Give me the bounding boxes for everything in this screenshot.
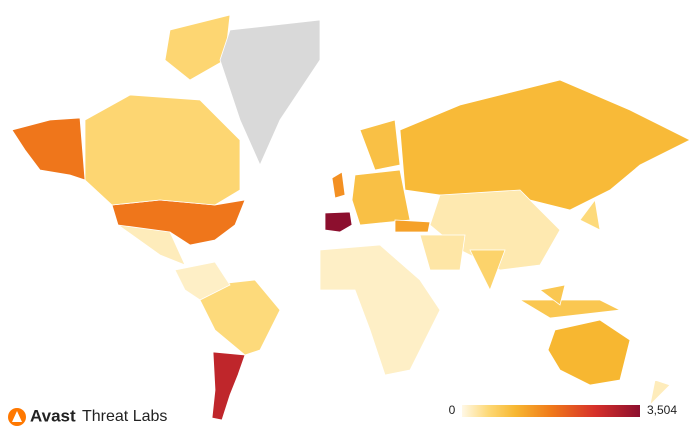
region [174,261,231,301]
region [211,351,246,421]
region [11,117,86,181]
legend: 0 3,504 [449,403,678,417]
legend-min-label: 0 [449,403,456,417]
region [359,119,401,171]
brand-icon-mark [12,411,22,422]
region [579,199,601,231]
brand: Avast Threat Labs [8,406,167,426]
region [219,19,321,166]
region [539,284,566,306]
region [649,379,671,407]
region [199,279,281,356]
region [319,244,441,376]
region [394,219,431,233]
map-regions [11,14,690,421]
region [419,234,466,271]
region [399,79,690,211]
region [324,211,353,233]
region [331,171,346,199]
brand-product: Threat Labs [82,408,167,425]
region [111,199,246,246]
region [164,14,231,81]
region [547,319,631,386]
region [117,224,186,266]
brand-name: Avast [30,406,76,425]
region [84,94,241,206]
region [469,249,506,291]
legend-scale [462,405,640,417]
legend-max-label: 3,504 [647,403,677,417]
region [351,169,411,226]
region [518,299,622,319]
